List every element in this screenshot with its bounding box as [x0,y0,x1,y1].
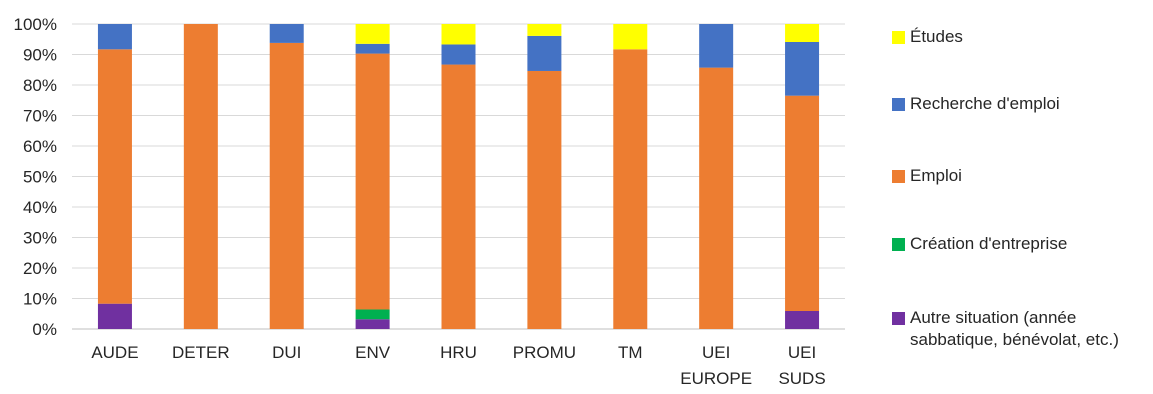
x-tick-label: AUDE [91,343,138,362]
y-tick-label: 0% [32,320,57,339]
x-tick-label: UEI SUDS [778,343,825,388]
legend-item-etudes: Études [892,26,1150,48]
bar-segment [355,319,390,329]
stacked-bar-chart: 0% 10% 20% 30% 40% 50% 60% 70% 80% 90% 100% AUDE DE… [14,15,845,388]
bar-segment [183,24,218,329]
bar-segment [613,24,648,50]
legend-swatch-emploi [892,170,905,183]
bar-segment [527,24,562,36]
x-tick-label: HRU [440,343,477,362]
x-tick-label: TM [618,343,643,362]
legend-label-recherche-emploi: Recherche d'emploi [910,94,1060,113]
y-tick-label: 80% [23,76,57,95]
legend-item-recherche-emploi: Recherche d'emploi [892,93,1150,115]
bar-segment [527,70,562,329]
legend: Études Recherche d'emploi Emploi Créatio… [892,0,1153,394]
legend-label-autre-situation: Autre situation (année sabbatique, bénév… [910,308,1119,349]
bar-segment [355,24,390,44]
bar-segment [785,24,820,42]
x-tick-label: PROMU [513,343,576,362]
bar-segment [785,311,820,329]
bar-segment [355,309,390,320]
y-tick-label: 90% [23,46,57,65]
y-tick-label: 40% [23,198,57,217]
legend-swatch-autre-situation [892,312,905,325]
x-tick-label: DETER [172,343,230,362]
bar-segment [441,44,476,65]
legend-label-creation-entreprise: Création d'entreprise [910,234,1068,253]
y-tick-label: 70% [23,107,57,126]
bar-segment [699,24,734,68]
legend-item-creation-entreprise: Création d'entreprise [892,233,1150,255]
legend-label-etudes: Études [910,27,963,46]
legend-label-emploi: Emploi [910,166,962,185]
bar-segment [97,49,132,304]
y-tick-label: 100% [14,15,57,34]
bars [97,24,820,330]
x-tick-label: DUI [272,343,301,362]
y-axis-ticks: 0% 10% 20% 30% 40% 50% 60% 70% 80% 90% 100% [14,15,57,339]
bar-segment [441,64,476,329]
y-tick-label: 60% [23,137,57,156]
bar-segment [355,43,390,54]
x-axis-ticks: AUDE DETER DUI ENV HRU PROMU TM UEI EUROPE UEI SUD… [91,343,825,388]
y-tick-label: 30% [23,229,57,248]
y-tick-label: 50% [23,168,57,187]
y-tick-label: 10% [23,290,57,309]
bar-segment [613,49,648,329]
legend-swatch-creation-entreprise [892,238,905,251]
legend-item-autre-situation: Autre situation (année sabbatique, bénév… [892,307,1150,351]
bar-segment [97,24,132,50]
x-tick-label: ENV [355,343,391,362]
legend-swatch-recherche-emploi [892,98,905,111]
bar-segment [527,35,562,71]
legend-item-emploi: Emploi [892,165,1150,187]
bar-segment [355,53,390,310]
y-tick-label: 20% [23,259,57,278]
bar-segment [269,42,304,329]
bar-segment [97,303,132,329]
legend-swatch-etudes [892,31,905,44]
bar-segment [699,67,734,330]
bar-segment [269,24,304,43]
bar-segment [785,95,820,312]
x-tick-label: UEI EUROPE [680,343,752,388]
bar-segment [441,24,476,45]
bar-segment [785,41,820,96]
